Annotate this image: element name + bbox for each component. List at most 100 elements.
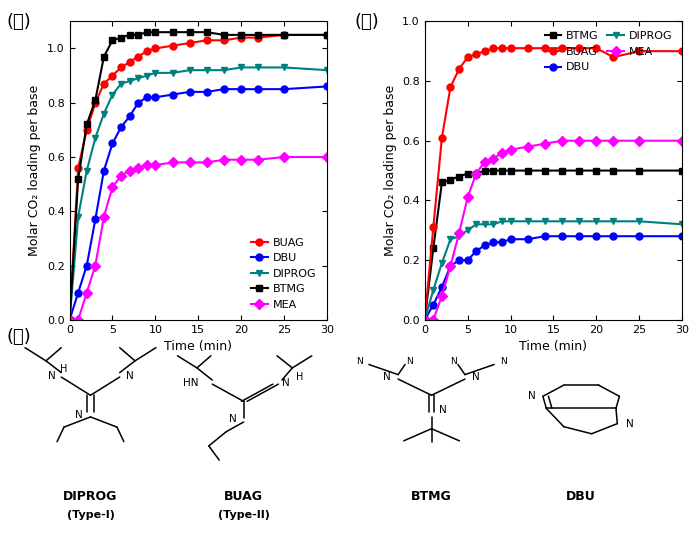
BTMG	[65, 317, 74, 323]
BUAG	[455, 66, 464, 72]
MEA	[464, 194, 472, 200]
Line: DBU: DBU	[66, 83, 331, 324]
BUAG	[220, 37, 228, 44]
DIPROG	[100, 110, 108, 117]
Y-axis label: Molar CO₂ loading per base: Molar CO₂ loading per base	[383, 85, 397, 256]
BTMG	[186, 29, 194, 35]
Text: N: N	[356, 357, 363, 366]
DBU	[523, 236, 532, 243]
BTMG	[220, 31, 228, 38]
MEA	[592, 138, 601, 144]
BUAG	[151, 45, 159, 52]
BUAG	[489, 45, 498, 51]
DBU	[203, 88, 211, 95]
DIPROG	[323, 67, 331, 74]
BTMG	[489, 167, 498, 174]
BTMG	[420, 317, 429, 323]
BTMG	[455, 173, 464, 180]
DBU	[609, 233, 617, 239]
DIPROG	[83, 167, 91, 174]
Line: DIPROG: DIPROG	[421, 218, 686, 324]
BUAG	[74, 165, 82, 171]
DBU	[472, 248, 480, 254]
BUAG	[186, 40, 194, 46]
MEA	[220, 157, 228, 163]
Text: N: N	[626, 418, 634, 429]
DBU	[507, 236, 515, 243]
BUAG	[523, 45, 532, 51]
DBU	[592, 233, 601, 239]
BUAG	[472, 51, 480, 58]
DBU	[220, 86, 228, 92]
Legend: BTMG, BUAG, DBU, DIPROG, MEA: BTMG, BUAG, DBU, DIPROG, MEA	[540, 27, 677, 77]
BTMG	[323, 31, 331, 38]
BUAG	[420, 317, 429, 323]
DBU	[237, 86, 245, 92]
DIPROG	[438, 260, 446, 266]
MEA	[507, 147, 515, 153]
MEA	[472, 171, 480, 177]
DIPROG	[464, 227, 472, 233]
BTMG	[446, 176, 454, 183]
MEA	[523, 143, 532, 150]
BTMG	[472, 171, 480, 177]
BUAG	[254, 35, 262, 41]
BUAG	[464, 54, 472, 60]
DIPROG	[134, 75, 143, 82]
BTMG	[151, 29, 159, 35]
DIPROG	[575, 218, 583, 224]
BUAG	[507, 45, 515, 51]
DIPROG	[557, 218, 566, 224]
DIPROG	[592, 218, 601, 224]
MEA	[489, 156, 498, 162]
DIPROG	[498, 218, 506, 224]
DBU	[635, 233, 643, 239]
Text: N: N	[47, 371, 56, 381]
DIPROG	[65, 317, 74, 323]
Line: DBU: DBU	[421, 233, 686, 324]
DIPROG	[237, 64, 245, 71]
DIPROG	[125, 78, 134, 84]
MEA	[100, 214, 108, 220]
DIPROG	[280, 64, 288, 71]
BTMG	[498, 167, 506, 174]
Text: N: N	[472, 373, 480, 383]
MEA	[117, 173, 125, 179]
BTMG	[74, 175, 82, 182]
DIPROG	[186, 67, 194, 74]
MEA	[420, 317, 429, 323]
BUAG	[557, 45, 566, 51]
X-axis label: Time (min): Time (min)	[519, 340, 587, 353]
BUAG	[438, 134, 446, 141]
DBU	[498, 239, 506, 245]
Line: BUAG: BUAG	[421, 45, 686, 324]
BUAG	[117, 64, 125, 71]
DBU	[481, 242, 489, 248]
Text: N: N	[75, 409, 84, 419]
MEA	[575, 138, 583, 144]
DIPROG	[635, 218, 643, 224]
Y-axis label: Molar CO₂ loading per base: Molar CO₂ loading per base	[29, 85, 42, 256]
MEA	[557, 138, 566, 144]
DIPROG	[220, 67, 228, 74]
DIPROG	[481, 221, 489, 228]
BTMG	[429, 245, 438, 252]
MEA	[609, 138, 617, 144]
Line: DIPROG: DIPROG	[66, 64, 331, 324]
Text: N: N	[383, 373, 391, 383]
BTMG	[168, 29, 177, 35]
Text: (가): (가)	[7, 13, 32, 31]
Text: (나): (나)	[355, 13, 380, 31]
DIPROG	[74, 214, 82, 220]
DBU	[143, 94, 151, 101]
DBU	[489, 239, 498, 245]
BUAG	[109, 72, 117, 79]
Text: (Type-II): (Type-II)	[218, 510, 269, 520]
DIPROG	[420, 317, 429, 323]
DIPROG	[489, 221, 498, 228]
DBU	[125, 113, 134, 119]
Text: N: N	[282, 378, 290, 388]
Line: BTMG: BTMG	[66, 29, 331, 324]
BTMG	[143, 29, 151, 35]
MEA	[446, 263, 454, 269]
